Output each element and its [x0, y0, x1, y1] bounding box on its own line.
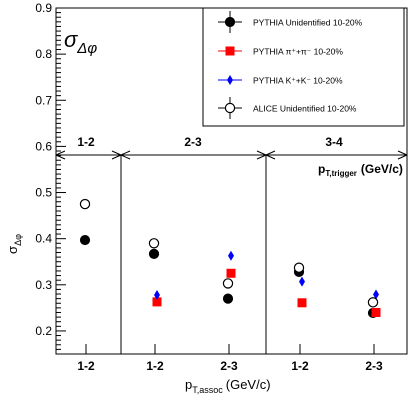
trigger-bin-label-3: 3-4 [325, 135, 343, 149]
svg-text:σΔφ: σΔφ [5, 234, 23, 254]
data-point-filled-circle [222, 293, 234, 304]
y-axis-label-sub: Δφ [13, 234, 23, 246]
plot-symbol-label: σΔφ [64, 27, 97, 57]
trigger-axis-label-unit: (GeV/c) [361, 162, 403, 176]
x-tick-label: 1-2 [146, 359, 164, 373]
legend-label: PYTHIA K⁺+K⁻ 10-20% [253, 76, 343, 86]
trigger-bin-region: 1-2 2-3 3-4 pT,trigger (GeV/c) [55, 135, 408, 354]
data-point-open-circle [79, 198, 91, 210]
arrow-sep2-left [256, 150, 267, 160]
arrow-sep2-right [265, 150, 276, 160]
plot-symbol-sub: Δφ [76, 40, 97, 57]
data-point-filled-circle [148, 248, 160, 259]
y-tick-label: 0.7 [35, 93, 52, 107]
data-point-filled-square [297, 298, 307, 308]
trigger-axis-label-sub: T,trigger [325, 169, 357, 178]
y-tick-label: 0.3 [35, 278, 52, 292]
y-axis-ticks: 0.2 0.3 0.4 0.5 0.6 0.7 0.8 0.9 [35, 1, 66, 355]
data-point-filled-diamond [299, 276, 305, 287]
legend-label: PYTHIA π⁺+π⁻ 10-20% [253, 47, 343, 57]
x-axis-label: pT,assoc (GeV/c) [185, 377, 271, 395]
data-point-open-circle [293, 262, 305, 273]
y-tick-label: 0.2 [35, 324, 52, 338]
legend-marker-filled-square [225, 46, 235, 56]
x-tick-label: 1-2 [77, 359, 95, 373]
y-tick-label: 0.8 [35, 47, 52, 61]
arrow-left-end [55, 150, 66, 160]
trigger-bin-label-2: 2-3 [184, 135, 202, 149]
data-point-filled-square [371, 307, 381, 317]
legend: PYTHIA Unidentified 10-20% PYTHIA π⁺+π⁻ 1… [202, 7, 405, 127]
y-tick-label: 0.4 [35, 232, 52, 246]
data-point-filled-square [226, 268, 236, 278]
x-tick-label: 2-3 [220, 359, 238, 373]
data-point-open-circle [222, 278, 234, 289]
legend-marker-open-circle [224, 102, 236, 114]
arrow-sep1-left [111, 150, 122, 160]
legend-label: ALICE Unidentified 10-20% [253, 104, 357, 114]
data-point-open-circle [148, 238, 160, 249]
data-point-open-circle [367, 297, 379, 308]
legend-marker-filled-circle [224, 16, 236, 28]
trigger-axis-label-main: p [318, 162, 325, 176]
x-tick-label: 2-3 [365, 359, 383, 373]
data-point-filled-diamond [228, 250, 234, 261]
x-axis-label-main: p [185, 377, 192, 392]
plot-symbol-main: σ [64, 27, 78, 52]
trigger-axis-label: pT,trigger (GeV/c) [318, 162, 403, 178]
y-tick-label: 0.9 [35, 1, 52, 15]
arrow-sep1-right [120, 150, 131, 160]
x-axis-ticks: 1-2 1-2 2-3 1-2 2-3 [77, 344, 383, 373]
data-point-filled-diamond [373, 289, 379, 300]
data-points [79, 198, 381, 319]
legend-marker-filled-diamond [227, 75, 233, 85]
y-axis-label-main: σ [5, 246, 20, 254]
y-tick-label: 0.5 [35, 186, 52, 200]
x-tick-label: 1-2 [291, 359, 309, 373]
legend-label: PYTHIA Unidentified 10-20% [253, 18, 363, 28]
x-axis-label-sub: T,assoc [192, 385, 223, 395]
data-point-filled-diamond [154, 289, 160, 300]
data-point-filled-square [152, 297, 162, 307]
trigger-bin-label-1: 1-2 [77, 135, 95, 149]
arrow-right-end [397, 150, 408, 160]
y-tick-label: 0.6 [35, 139, 52, 153]
legend-box [202, 7, 405, 127]
y-axis-label: σΔφ [5, 234, 23, 254]
data-point-filled-circle [79, 234, 91, 246]
x-axis-label-unit: (GeV/c) [226, 377, 271, 392]
